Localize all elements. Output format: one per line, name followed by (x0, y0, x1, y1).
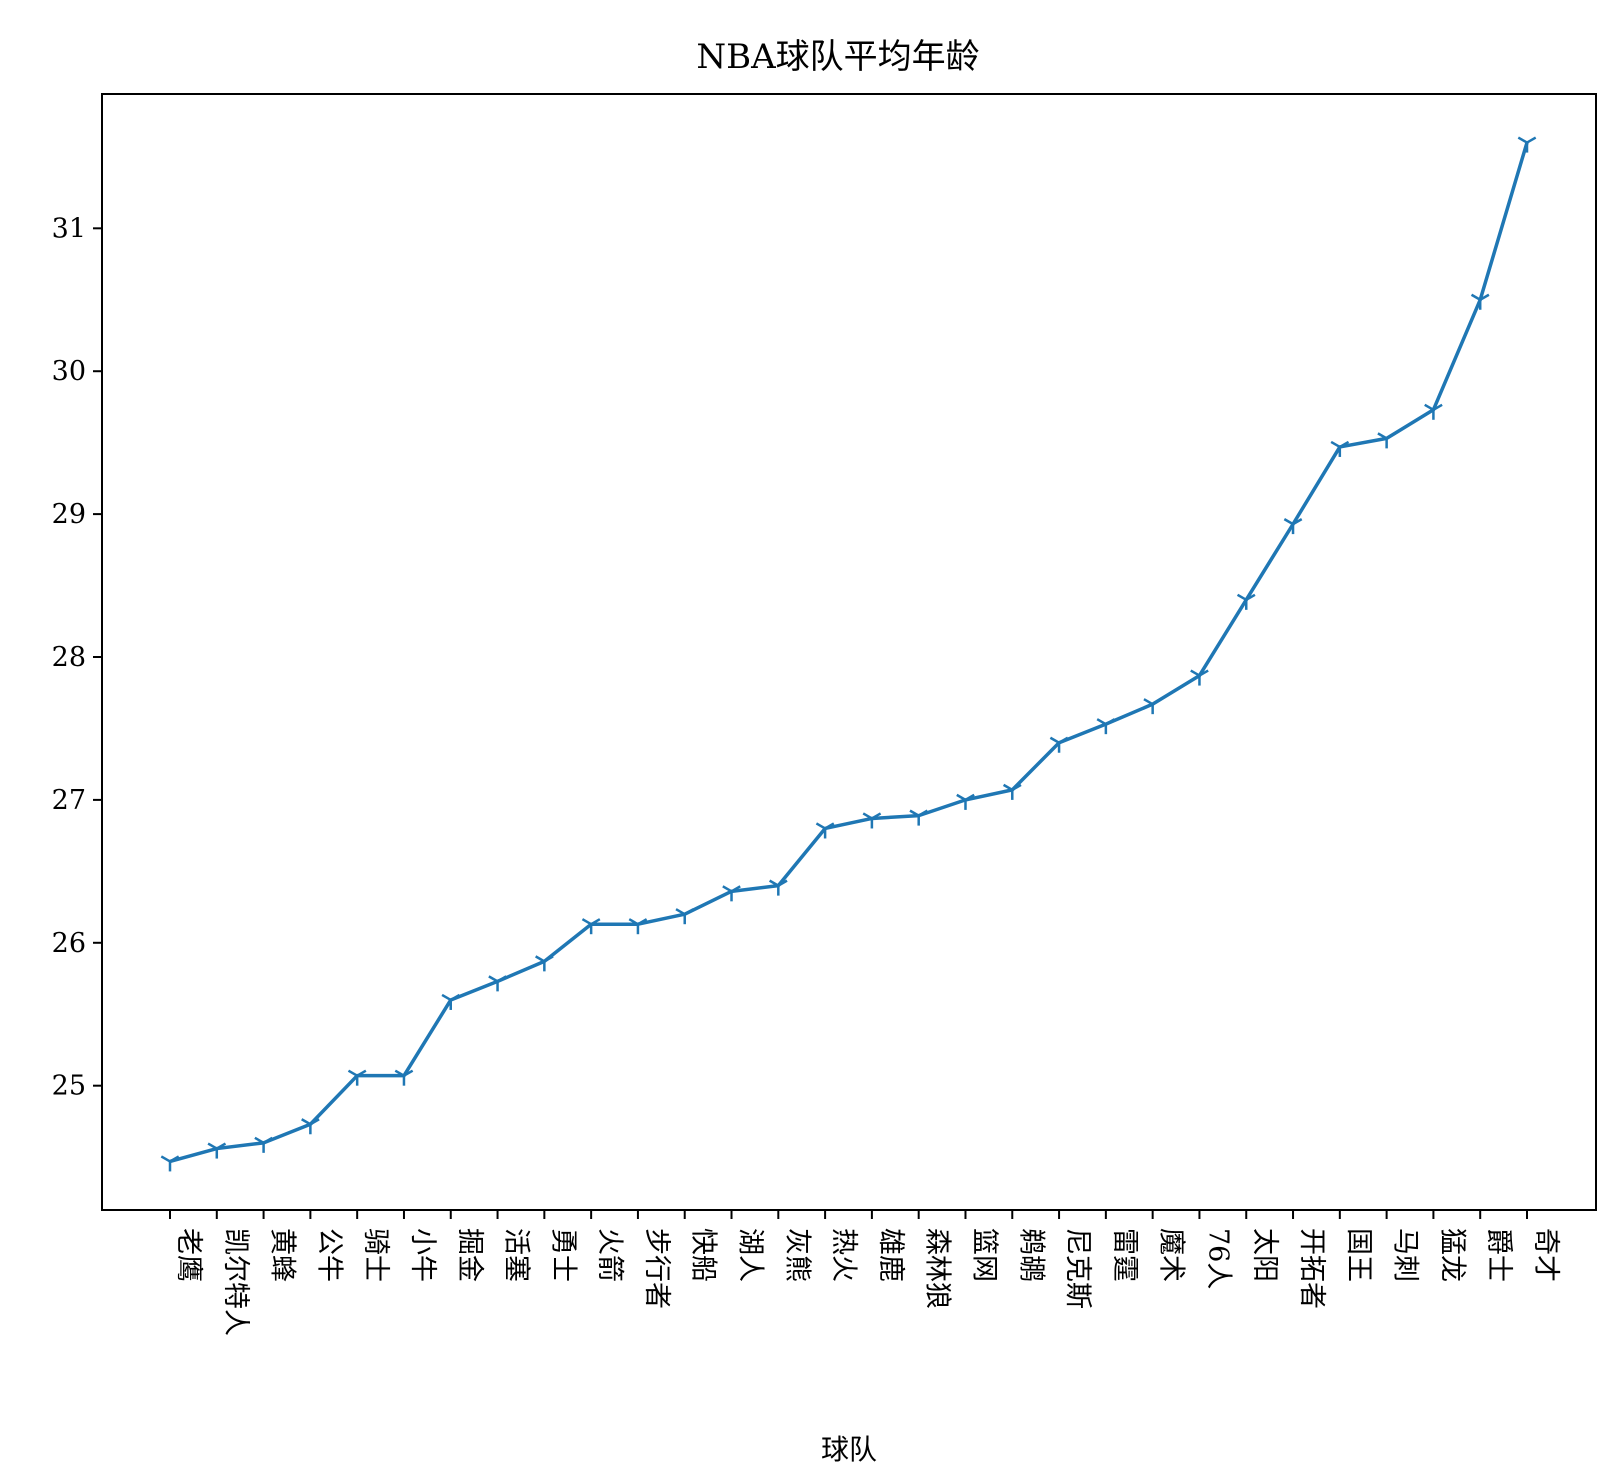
data-point (535, 955, 554, 972)
x-tick-label: 尼克斯 (1062, 1228, 1093, 1309)
data-point (909, 809, 929, 826)
data-point (1377, 432, 1396, 449)
x-tick-label: 马刺 (1390, 1228, 1421, 1282)
x-tick-label: 火箭 (594, 1228, 625, 1282)
data-point (815, 822, 835, 839)
chart-title: NBA球队平均年龄 (696, 37, 979, 77)
data-point (722, 885, 741, 902)
y-tick-label: 26 (52, 928, 86, 959)
x-tick-label: 湖人 (735, 1228, 766, 1282)
data-point (1424, 403, 1443, 420)
x-tick-label: 76人 (1202, 1228, 1233, 1289)
x-tick-label: 小牛 (407, 1228, 438, 1282)
y-tick-label: 27 (52, 785, 86, 816)
x-tick-label: 森林狼 (922, 1228, 953, 1309)
x-tick-label: 公牛 (313, 1228, 344, 1282)
series-line (169, 142, 1529, 1164)
data-point (1049, 736, 1069, 753)
x-tick-label: 鹈鹕 (1015, 1228, 1046, 1282)
data-point (301, 1118, 320, 1135)
x-tick-label: 灰熊 (781, 1228, 812, 1282)
data-point (254, 1136, 273, 1153)
data-point (1330, 440, 1350, 457)
data-point (956, 793, 975, 810)
data-point (207, 1142, 227, 1159)
x-tick-label: 老鹰 (173, 1228, 204, 1282)
x-tick-label: 掘金 (454, 1228, 485, 1282)
data-point (1190, 669, 1209, 686)
y-tick-label: 31 (52, 213, 86, 244)
x-tick-label: 步行者 (641, 1228, 672, 1309)
x-tick-label: 雄鹿 (875, 1228, 906, 1282)
x-tick-label: 热火 (828, 1228, 859, 1282)
x-tick-label: 快船 (688, 1228, 719, 1282)
series-line-group (160, 136, 1537, 1172)
x-tick-label: 勇士 (547, 1228, 578, 1282)
data-point (862, 812, 882, 829)
x-tick-label: 雷霆 (1109, 1228, 1140, 1282)
data-point (675, 908, 695, 925)
x-tick-label: 魔术 (1156, 1228, 1187, 1282)
x-tick-label: 开拓者 (1296, 1228, 1327, 1309)
y-tick-label: 30 (52, 356, 86, 387)
data-point (1470, 293, 1490, 310)
x-tick-label: 黄蜂 (267, 1228, 298, 1282)
data-point (441, 993, 461, 1010)
x-tick-label: 骑士 (360, 1228, 391, 1282)
y-axis: 25 26 27 28 29 30 31 (52, 213, 102, 1102)
x-tick-label: 太阳 (1249, 1228, 1280, 1282)
data-point (347, 1069, 367, 1086)
x-tick-label: 篮网 (968, 1228, 999, 1282)
data-point (581, 918, 601, 935)
x-tick-label: 活塞 (501, 1228, 532, 1282)
plot-area (101, 93, 1597, 1211)
x-tick-label: 奇才 (1530, 1228, 1561, 1282)
x-tick-label: 国王 (1343, 1228, 1374, 1282)
x-tick-label: 爵士 (1483, 1228, 1514, 1282)
data-point (160, 1155, 180, 1172)
data-point (1002, 783, 1022, 800)
y-tick-label: 25 (52, 1071, 86, 1102)
x-axis: 老鹰 凯尔特人 黄蜂 公牛 骑士 小牛 掘金 活塞 勇士 火箭 步行者 快船 湖人 灰熊 热火 雄鹿 森林狼 篮网… (169, 1210, 1561, 1336)
data-point (628, 918, 648, 935)
x-tick-label: 凯尔特人 (220, 1228, 251, 1336)
data-point (1143, 698, 1162, 715)
data-point (768, 879, 788, 896)
data-point (488, 975, 507, 992)
y-tick-label: 28 (52, 642, 86, 673)
data-point (1517, 136, 1537, 153)
data-point (394, 1069, 414, 1086)
data-point (1096, 718, 1116, 735)
y-tick-label: 29 (52, 499, 86, 530)
x-tick-label: 猛龙 (1436, 1228, 1467, 1282)
data-point (1283, 518, 1303, 535)
x-axis-label: 球队 (821, 1433, 877, 1466)
data-point (1236, 593, 1256, 610)
